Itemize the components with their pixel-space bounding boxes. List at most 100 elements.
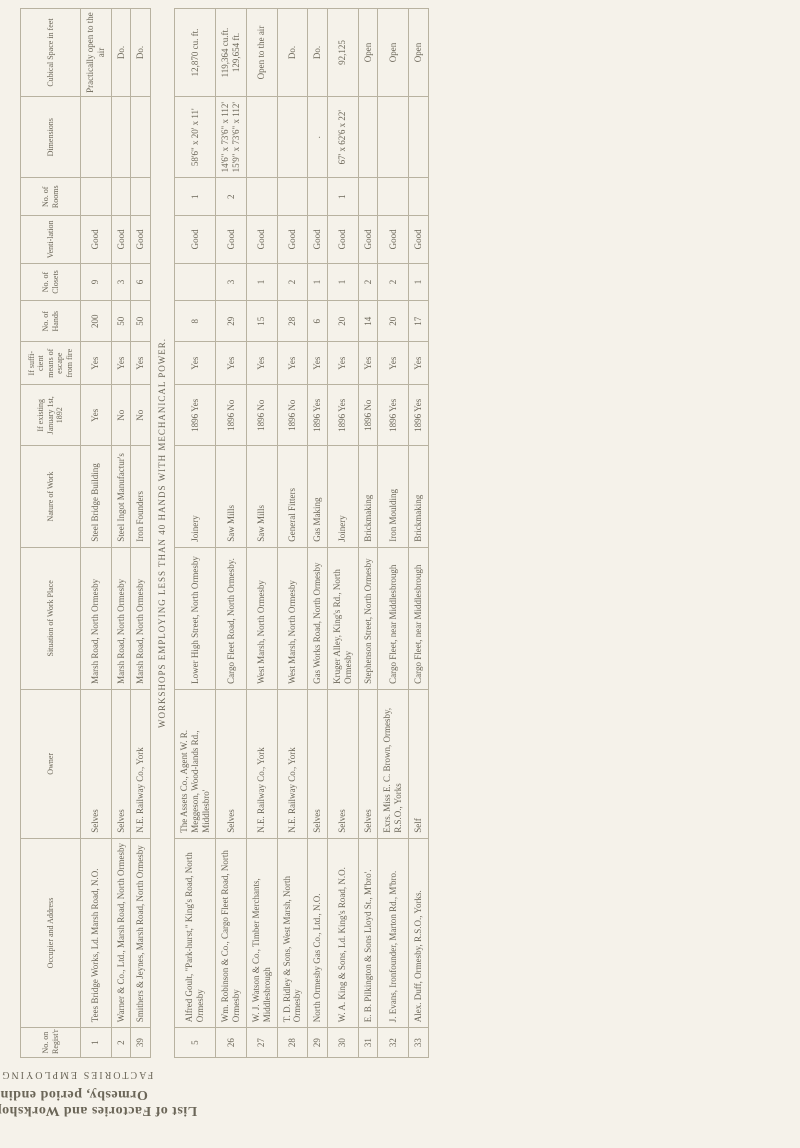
cell-dim: 67' x 62'6 x 22' <box>327 97 358 178</box>
table-row: 31E. B. Pilkington & Sons Lloyd St., M'b… <box>358 9 378 1058</box>
cell-means: Yes <box>81 342 112 385</box>
cell-exist: 1896 No <box>277 385 308 446</box>
cell-means: Yes <box>174 342 215 385</box>
cell-cub: Do. <box>308 9 328 97</box>
cell-rooms <box>246 178 277 216</box>
cell-clos <box>174 263 215 301</box>
cell-clos: 6 <box>131 263 151 301</box>
cell-hands: 8 <box>174 301 215 342</box>
cell-cub: Do. <box>277 9 308 97</box>
cell-reg: 39 <box>131 1028 151 1058</box>
cell-sit: West Marsh, North Ormesby <box>246 547 277 689</box>
table-wrap: No. on Regist'r Occupier and Address Own… <box>20 8 429 1058</box>
cell-sit: Cargo Fleet, near Middlesbrough <box>408 547 428 689</box>
data-table: No. on Regist'r Occupier and Address Own… <box>20 8 429 1058</box>
table-row: 29North Ormesby Gas Co., Ltd., N.O.Selve… <box>308 9 328 1058</box>
table-head: No. on Regist'r Occupier and Address Own… <box>21 9 81 1058</box>
col-header: Venti-lation <box>21 216 81 263</box>
cell-hands: 29 <box>216 301 247 342</box>
col-header: Owner <box>21 689 81 838</box>
col-header: If suffi-cient means of escape from fire <box>21 342 81 385</box>
cell-clos: 1 <box>408 263 428 301</box>
cell-reg: 28 <box>277 1028 308 1058</box>
table-body-2: 5Alfred Goult, "Park-hurst," King's Road… <box>174 9 428 1058</box>
cell-rooms <box>131 178 151 216</box>
cell-dim: . <box>308 97 328 178</box>
cell-clos: 1 <box>246 263 277 301</box>
cell-occ: W. A. King & Sons, Ld. King's Road, N.O. <box>327 838 358 1027</box>
cell-reg: 29 <box>308 1028 328 1058</box>
table-row: 26Wm. Robinson & Co., Cargo Fleet Road, … <box>216 9 247 1058</box>
cell-cub: 12,870 cu. ft. <box>174 9 215 97</box>
cell-exist: No <box>111 385 131 446</box>
cell-exist: No <box>131 385 151 446</box>
cell-dim: 14'6" x 73'6" x 112' 15'9" x 73'6" x 112… <box>216 97 247 178</box>
cell-means: Yes <box>216 342 247 385</box>
cell-means: Yes <box>327 342 358 385</box>
cell-occ: T. D. Ridley & Sons, West Marsh, North O… <box>277 838 308 1027</box>
cell-sit: Lower High Street, North Ormesby <box>174 547 215 689</box>
table-row: 39Smithers & Jeynes, Marsh Road, North O… <box>131 9 151 1058</box>
cell-rooms <box>277 178 308 216</box>
cell-cub: Open <box>358 9 378 97</box>
cell-occ: J. Evans, Ironfounder, Marton Rd., M'bro… <box>378 838 409 1027</box>
cell-rooms <box>81 178 112 216</box>
cell-sit: Stephenson Street, North Ormesby <box>358 547 378 689</box>
cell-dim <box>81 97 112 178</box>
cell-hands: 50 <box>131 301 151 342</box>
cell-reg: 2 <box>111 1028 131 1058</box>
cell-own: N.E. Railway Co., York <box>246 689 277 838</box>
cell-sit: West Marsh, North Ormesby <box>277 547 308 689</box>
cell-own: Selves <box>216 689 247 838</box>
cell-clos: 1 <box>308 263 328 301</box>
cell-clos: 1 <box>327 263 358 301</box>
cell-nat: Joinery <box>174 446 215 548</box>
cell-hands: 28 <box>277 301 308 342</box>
cell-vent: Good <box>308 216 328 263</box>
cell-rooms: 1 <box>327 178 358 216</box>
title-block: List of Factories and Workshops within t… <box>0 1069 200 1118</box>
cell-vent: Good <box>327 216 358 263</box>
table-row: 32J. Evans, Ironfounder, Marton Rd., M'b… <box>378 9 409 1058</box>
cell-hands: 200 <box>81 301 112 342</box>
cell-means: Yes <box>358 342 378 385</box>
cell-vent: Good <box>246 216 277 263</box>
cell-dim <box>277 97 308 178</box>
cell-clos: 2 <box>358 263 378 301</box>
cell-nat: General Fitters <box>277 446 308 548</box>
cell-vent: Good <box>277 216 308 263</box>
col-header: Cubical Space in feet <box>21 9 81 97</box>
col-header: No. of Hands <box>21 301 81 342</box>
section-row: WORKSHOPS EMPLOYING LESS THAN 40 HANDS W… <box>151 9 175 1058</box>
cell-nat: Saw Mills <box>216 446 247 548</box>
cell-means: Yes <box>131 342 151 385</box>
cell-rooms <box>378 178 409 216</box>
cell-vent: Good <box>378 216 409 263</box>
cell-own: Selves <box>81 689 112 838</box>
cell-reg: 30 <box>327 1028 358 1058</box>
cell-vent: Good <box>111 216 131 263</box>
section-divider: WORKSHOPS EMPLOYING LESS THAN 40 HANDS W… <box>151 9 175 1058</box>
cell-sit: Cargo Fleet, near Middlesbrough <box>378 547 409 689</box>
cell-means: Yes <box>408 342 428 385</box>
col-header: Dimensions <box>21 97 81 178</box>
cell-sit: Marsh Road, North Ormesby <box>81 547 112 689</box>
cell-nat: Brickmaking <box>408 446 428 548</box>
table-row: 28T. D. Ridley & Sons, West Marsh, North… <box>277 9 308 1058</box>
cell-reg: 1 <box>81 1028 112 1058</box>
cell-reg: 31 <box>358 1028 378 1058</box>
cell-vent: Good <box>358 216 378 263</box>
cell-rooms <box>408 178 428 216</box>
col-header: Occupier and Address <box>21 838 81 1027</box>
cell-hands: 50 <box>111 301 131 342</box>
cell-vent: Good <box>174 216 215 263</box>
cell-clos: 2 <box>378 263 409 301</box>
cell-rooms <box>308 178 328 216</box>
cell-occ: Alfred Goult, "Park-hurst," King's Road,… <box>174 838 215 1027</box>
cell-nat: Gas Making <box>308 446 328 548</box>
table-row: 33Alex. Duff, Ormesby, R.S.O., Yorks.Sel… <box>408 9 428 1058</box>
cell-reg: 32 <box>378 1028 409 1058</box>
cell-occ: Smithers & Jeynes, Marsh Road, North Orm… <box>131 838 151 1027</box>
cell-own: Self <box>408 689 428 838</box>
cell-dim <box>131 97 151 178</box>
